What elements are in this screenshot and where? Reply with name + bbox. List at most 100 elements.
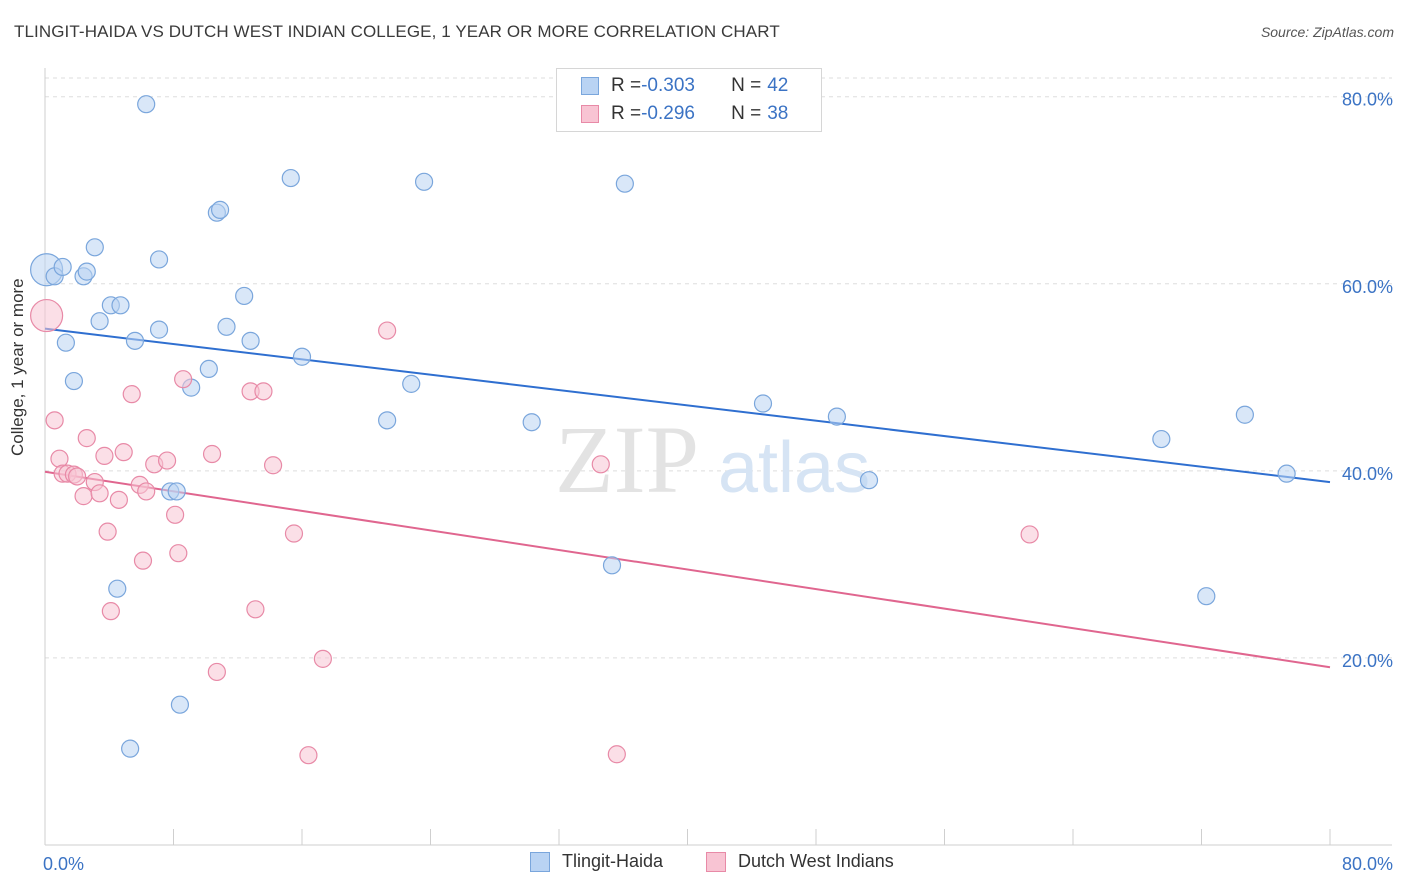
data-point	[241, 331, 260, 350]
data-point	[414, 172, 434, 191]
series-dutch-west-indians	[30, 298, 1039, 765]
data-point	[313, 649, 332, 668]
data-point	[1152, 429, 1171, 449]
gridlines	[45, 77, 1392, 659]
data-point	[859, 471, 879, 490]
data-point	[263, 456, 283, 475]
n-value: 38	[767, 103, 789, 124]
data-point	[254, 382, 273, 401]
legend-label: Dutch West Indians	[738, 851, 894, 871]
r-value: -0.303	[641, 75, 695, 96]
data-point	[101, 602, 120, 621]
data-point	[378, 411, 397, 430]
data-point	[1277, 464, 1296, 483]
legend-swatch-blue	[581, 77, 599, 95]
data-point	[125, 331, 145, 350]
r-label: R =	[611, 75, 642, 96]
chart-title: TLINGIT-HAIDA VS DUTCH WEST INDIAN COLLE…	[14, 22, 780, 41]
data-point	[45, 411, 64, 430]
data-point	[591, 455, 610, 474]
data-point	[607, 745, 626, 764]
data-point	[602, 556, 622, 575]
data-point	[114, 443, 133, 462]
data-point	[522, 413, 541, 432]
data-point	[217, 317, 236, 336]
data-point	[235, 286, 254, 306]
legend-row-tlingit-haida: R = -0.303 N = 42	[581, 73, 788, 99]
data-point	[149, 250, 169, 269]
r-value: -0.296	[641, 103, 695, 124]
n-label: N =	[731, 103, 762, 124]
correlation-legend: R = -0.303 N = 42 R = -0.296 N = 38	[556, 68, 822, 132]
data-point	[64, 371, 84, 391]
data-point	[378, 321, 397, 340]
data-point	[170, 695, 190, 714]
data-point	[753, 394, 773, 413]
legend-swatch-pink	[581, 105, 599, 123]
data-point	[56, 333, 75, 352]
data-point	[167, 482, 186, 501]
legend-item-tlingit-haida: Tlingit-Haida	[530, 851, 663, 872]
y-tick-label: 80.0%	[1342, 90, 1393, 110]
data-point	[77, 429, 96, 448]
axes	[44, 68, 1392, 846]
series-tlingit-haida	[30, 95, 1296, 758]
trend-line	[44, 470, 1331, 669]
data-point	[157, 451, 177, 470]
data-point	[174, 370, 193, 389]
data-point	[169, 544, 188, 563]
data-point	[137, 482, 156, 501]
source-label: Source: ZipAtlas.com	[1260, 24, 1394, 40]
data-point	[98, 522, 117, 541]
data-point	[210, 200, 230, 219]
data-point	[90, 312, 109, 331]
n-value: 42	[767, 75, 789, 96]
y-tick-label: 60.0%	[1342, 277, 1393, 297]
trend-line	[44, 327, 1331, 484]
legend-item-dutch-west-indians: Dutch West Indians	[706, 851, 894, 872]
legend-swatch-blue	[530, 851, 550, 872]
data-point	[284, 524, 304, 543]
data-point	[111, 296, 130, 315]
data-point	[137, 95, 156, 114]
data-point	[207, 662, 226, 682]
data-point	[292, 347, 312, 366]
legend-label: Tlingit-Haida	[562, 851, 664, 871]
watermark: ZIP atlas	[555, 406, 870, 513]
y-tick-label: 20.0%	[1342, 651, 1393, 671]
legend-row-dutch-west-indians: R = -0.296 N = 38	[581, 101, 788, 127]
data-point	[77, 262, 96, 281]
y-tick-label: 40.0%	[1342, 464, 1393, 484]
data-point	[1020, 525, 1039, 544]
watermark-atlas: atlas	[718, 428, 870, 508]
data-point	[74, 487, 93, 506]
data-point	[133, 551, 153, 570]
data-point	[202, 444, 222, 464]
data-point	[90, 484, 109, 503]
series-legend: Tlingit-Haida Dutch West Indians	[0, 851, 1406, 877]
data-point	[402, 374, 421, 393]
data-point	[615, 174, 634, 193]
data-point	[95, 446, 114, 465]
trend-lines	[44, 327, 1331, 669]
x-tick-label: 80.0%	[1342, 854, 1393, 874]
data-point	[1197, 587, 1216, 606]
data-point	[199, 359, 218, 378]
tick-labels: 20.0% 40.0% 60.0% 80.0% 0.0% 80.0%	[43, 90, 1393, 874]
data-point	[50, 449, 69, 468]
legend-swatch-pink	[706, 851, 726, 872]
data-point	[281, 168, 300, 188]
data-point	[121, 739, 140, 758]
data-point	[827, 407, 846, 426]
data-point	[108, 579, 127, 598]
r-label: R =	[611, 103, 642, 124]
data-point	[299, 746, 318, 765]
data-point	[53, 257, 72, 277]
x-tick-label: 0.0%	[43, 854, 84, 874]
n-label: N =	[731, 75, 762, 96]
data-point	[122, 385, 141, 404]
watermark-zip: ZIP	[555, 406, 699, 513]
data-point	[1235, 405, 1254, 424]
data-point	[246, 600, 265, 619]
